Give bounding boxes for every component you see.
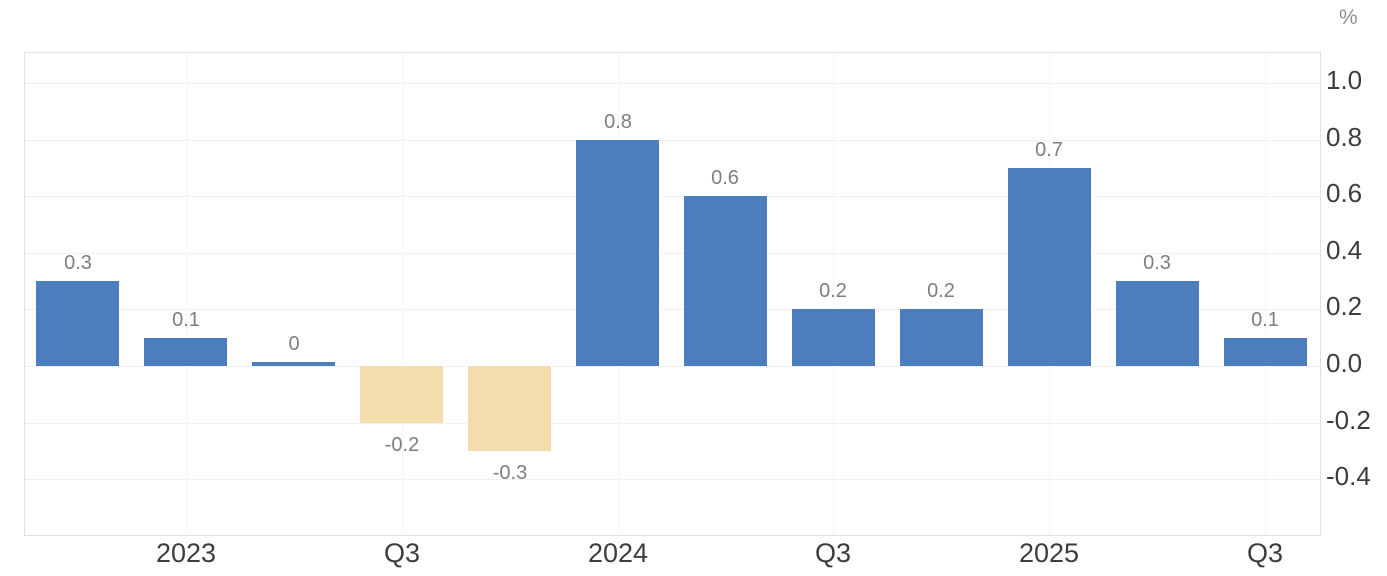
chart-bar [792, 309, 875, 366]
vertical-gridline [1265, 53, 1266, 534]
x-axis-tick-label: Q3 [383, 538, 421, 568]
horizontal-gridline [25, 140, 1319, 141]
chart-bar [36, 281, 119, 366]
horizontal-gridline [25, 366, 1319, 367]
chart-bar [684, 196, 767, 366]
x-axis-tick-label: 2023 [155, 538, 217, 568]
horizontal-gridline [25, 309, 1319, 310]
y-axis-tick-label: -0.2 [1326, 405, 1371, 435]
horizontal-gridline [25, 253, 1319, 254]
chart-bar [1224, 338, 1307, 366]
horizontal-gridline [25, 83, 1319, 84]
y-axis-tick-label: 0.8 [1326, 122, 1363, 152]
horizontal-gridline [25, 196, 1319, 197]
chart-bar [144, 338, 227, 366]
chart-bar [468, 366, 551, 451]
horizontal-gridline [25, 479, 1319, 480]
x-axis-tick-label: Q3 [1246, 538, 1284, 568]
bar-value-label: 0.6 [711, 167, 739, 189]
y-axis-tick-label: 0.6 [1326, 178, 1363, 208]
bar-value-label: 0.1 [172, 309, 200, 331]
bar-value-label: 0.1 [1251, 309, 1279, 331]
x-axis-tick-label: Q3 [814, 538, 852, 568]
bar-value-label: 0.7 [1035, 139, 1063, 161]
chart-bar [252, 362, 335, 366]
x-axis-tick-label: 2025 [1018, 538, 1080, 568]
y-axis-tick-label: 0.2 [1326, 291, 1363, 321]
chart-bar [360, 366, 443, 423]
bar-value-label: 0 [288, 333, 300, 355]
x-axis-tick-label: 2024 [587, 538, 649, 568]
y-axis-tick-label: 0.4 [1326, 235, 1363, 265]
horizontal-gridline [25, 423, 1319, 424]
bar-value-label: 0.3 [1143, 252, 1171, 274]
chart-bar [1008, 168, 1091, 366]
chart-bar [900, 309, 983, 366]
y-axis-unit-label: % [1339, 6, 1358, 29]
vertical-gridline [833, 53, 834, 534]
bar-value-label: 0.2 [819, 280, 847, 302]
chart-bar [1116, 281, 1199, 366]
bar-value-label: -0.3 [492, 462, 528, 484]
bar-value-label: 0.8 [604, 111, 632, 133]
chart-bar [576, 140, 659, 366]
y-axis-tick-label: 1.0 [1326, 65, 1363, 95]
vertical-gridline [402, 53, 403, 534]
bar-value-label: 0.2 [927, 280, 955, 302]
bar-value-label: -0.2 [384, 434, 420, 456]
bar-value-label: 0.3 [64, 252, 92, 274]
y-axis-tick-label: 0.0 [1326, 348, 1363, 378]
y-axis-tick-label: -0.4 [1326, 461, 1371, 491]
vertical-gridline [186, 53, 187, 534]
plot-border [24, 52, 1321, 536]
